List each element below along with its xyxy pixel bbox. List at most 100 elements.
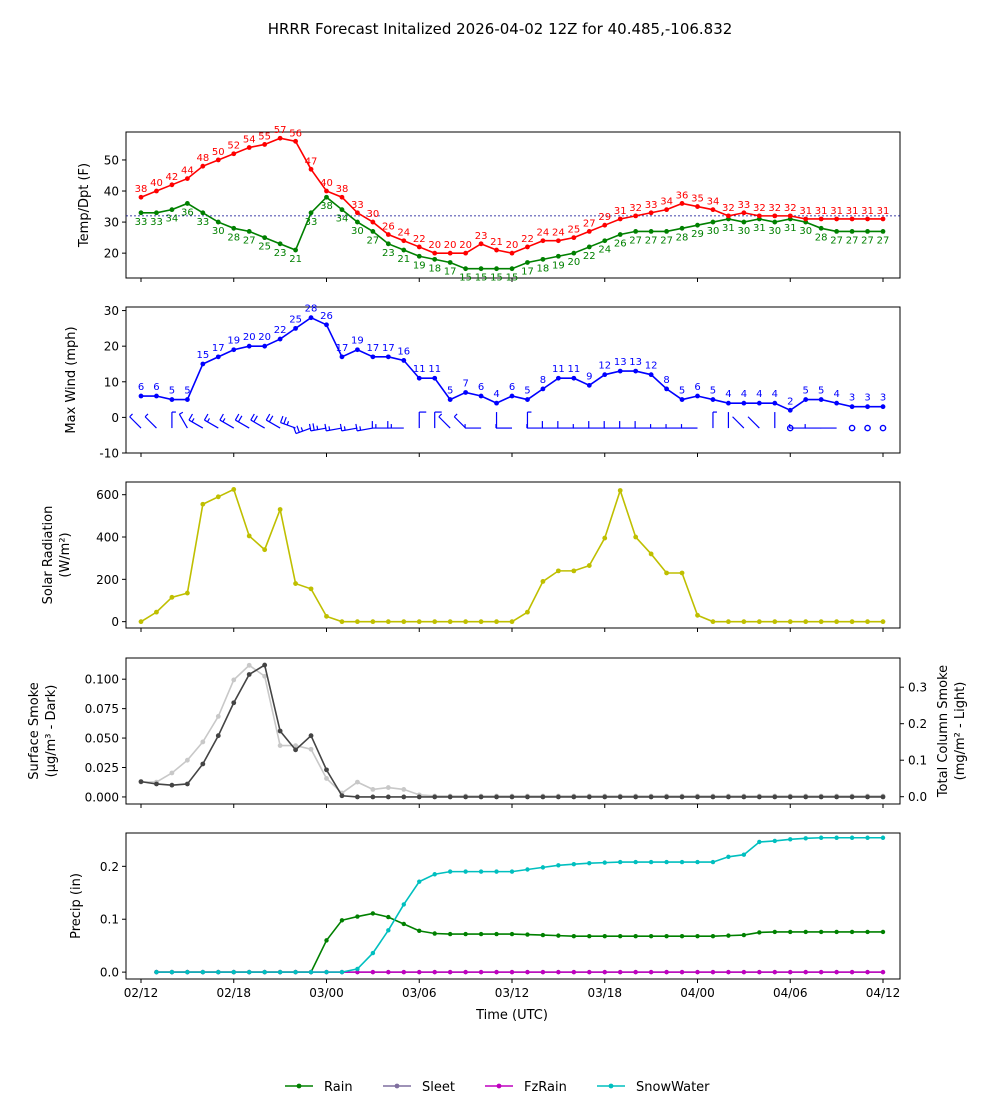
temperature-point bbox=[215, 157, 221, 163]
legend-label-rain: Rain bbox=[324, 1080, 353, 1095]
max-wind-point bbox=[865, 404, 870, 410]
precip-panel: 02/12 02/18 03/00 03/06 03/12 03/18 04/00 04/06… bbox=[69, 832, 901, 1000]
temperature-data-label: 23 bbox=[475, 231, 488, 242]
rain-precip-point bbox=[602, 933, 607, 939]
y-right-tick-label: 0.1 bbox=[908, 754, 927, 768]
wind-data-label: 6 bbox=[153, 382, 159, 393]
max-wind-point bbox=[339, 354, 345, 360]
dewpoint-data-label: 26 bbox=[614, 239, 627, 250]
snowwater-precip-point bbox=[633, 859, 638, 865]
fzrain-precip-point bbox=[849, 969, 855, 975]
solar-radiation-point bbox=[432, 619, 438, 625]
y-tick-label: 200 bbox=[96, 573, 119, 587]
temperature-point bbox=[880, 216, 886, 222]
temperature-data-label: 32 bbox=[629, 203, 642, 214]
max-wind-point bbox=[772, 400, 778, 406]
rain-precip-point bbox=[540, 932, 546, 938]
temperature-point bbox=[385, 232, 391, 237]
temperature-data-label: 20 bbox=[428, 240, 441, 251]
wind-barb-half-flag bbox=[438, 413, 443, 418]
temperature-point bbox=[555, 238, 561, 244]
fzrain-precip-point bbox=[865, 969, 870, 975]
max-wind-point bbox=[215, 354, 221, 360]
solar-radiation-point bbox=[756, 619, 762, 625]
solar-radiation-point bbox=[231, 487, 237, 492]
solar-radiation-point bbox=[525, 609, 530, 615]
dewpoint-point bbox=[849, 229, 855, 234]
solar-radiation-point bbox=[169, 594, 175, 600]
dewpoint-point bbox=[138, 210, 144, 216]
dewpoint-point bbox=[555, 253, 561, 259]
temperature-data-label: 34 bbox=[660, 197, 673, 208]
surface-smoke-point bbox=[741, 794, 747, 800]
solar-radiation-point bbox=[849, 619, 855, 625]
max-wind-point bbox=[277, 336, 283, 342]
column-smoke-point bbox=[277, 743, 283, 748]
dewpoint-data-label: 30 bbox=[707, 226, 720, 237]
wind-data-label: 5 bbox=[679, 386, 685, 397]
snowwater-precip-point bbox=[308, 969, 314, 975]
snowwater-precip-line bbox=[156, 836, 883, 973]
surface-smoke-point bbox=[324, 767, 329, 773]
surface-smoke-line bbox=[140, 663, 883, 798]
wind-data-label: 17 bbox=[367, 343, 380, 354]
temperature-data-label: 21 bbox=[490, 237, 503, 248]
surface-smoke-point bbox=[617, 794, 623, 800]
max-wind-point bbox=[664, 386, 669, 392]
wind-barb-half-flag bbox=[359, 426, 362, 431]
rain-precip-point bbox=[556, 933, 561, 938]
temperature-point bbox=[726, 213, 731, 219]
temperature-data-label: 25 bbox=[567, 225, 580, 236]
surface-smoke-point bbox=[138, 779, 144, 785]
surface-smoke-point bbox=[370, 794, 376, 800]
fzrain-precip-point bbox=[710, 969, 716, 975]
dewpoint-point bbox=[633, 229, 639, 234]
rain-precip-point bbox=[788, 929, 793, 935]
max-wind-point bbox=[231, 347, 237, 353]
y-tick-label: 0.025 bbox=[85, 761, 119, 775]
dewpoint-point bbox=[215, 219, 221, 225]
temperature-point bbox=[277, 135, 283, 141]
dewpoint-point bbox=[880, 229, 886, 234]
dewpoint-point bbox=[184, 201, 190, 206]
column-smoke-point bbox=[200, 739, 206, 745]
snowwater-precip-point bbox=[571, 862, 577, 867]
temperature-point bbox=[803, 216, 809, 222]
dewpoint-point bbox=[478, 266, 484, 272]
temperature-point bbox=[648, 210, 654, 216]
surface-smoke-point bbox=[726, 794, 731, 800]
max-wind-point bbox=[679, 397, 685, 402]
snowwater-precip-point bbox=[710, 859, 716, 865]
max-wind-point bbox=[246, 343, 252, 349]
temperature-point bbox=[664, 207, 669, 213]
dewpoint-data-label: 18 bbox=[537, 263, 550, 274]
rain-precip-point bbox=[772, 929, 777, 935]
snowwater-precip-point bbox=[741, 852, 747, 857]
temperature-data-label: 54 bbox=[243, 135, 256, 146]
wind-barb-flag bbox=[188, 413, 193, 421]
solar-plot-frame bbox=[125, 481, 901, 629]
snowwater-precip-point bbox=[695, 859, 700, 865]
y-right-tick-label: 0.2 bbox=[908, 717, 927, 731]
solar-radiation-line bbox=[140, 487, 883, 623]
surface-smoke-point bbox=[169, 782, 175, 788]
x-tick-label: 03/18 bbox=[587, 986, 622, 1000]
x-axis-label: Time (UTC) bbox=[475, 1008, 548, 1023]
dewpoint-data-label: 23 bbox=[274, 248, 287, 259]
dewpoint-data-label: 15 bbox=[490, 273, 503, 284]
dewpoint-data-label: 22 bbox=[583, 251, 596, 262]
rain-precip-point bbox=[633, 933, 638, 939]
fzrain-precip-point bbox=[463, 969, 468, 975]
rain-precip-point bbox=[618, 933, 623, 939]
temperature-data-label: 40 bbox=[150, 178, 163, 189]
max-wind-point bbox=[617, 368, 623, 374]
solar-radiation-point bbox=[416, 619, 422, 625]
wind-data-label: 6 bbox=[138, 382, 144, 393]
column-smoke-point bbox=[401, 787, 407, 792]
surface-smoke-point bbox=[803, 794, 809, 800]
rain-precip-point bbox=[880, 929, 886, 935]
temperature-point bbox=[586, 229, 592, 234]
fzrain-precip-point bbox=[386, 969, 391, 975]
wind-barb-shaft bbox=[310, 427, 327, 432]
legend-label-snowwater: SnowWater bbox=[636, 1080, 710, 1095]
